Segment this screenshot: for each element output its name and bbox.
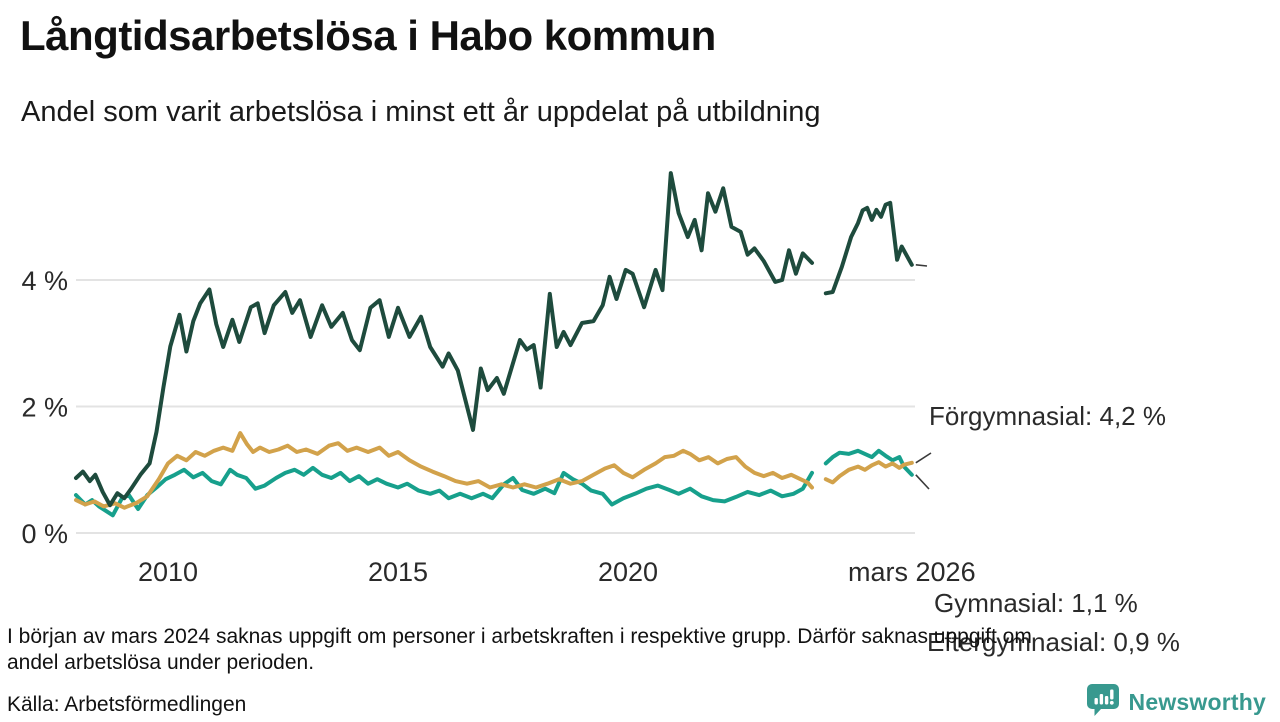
page-subtitle: Andel som varit arbetslösa i minst ett å… (21, 96, 821, 128)
source-note: Källa: Arbetsförmedlingen (7, 693, 247, 716)
footnote-line-1: I början av mars 2024 saknas uppgift om … (7, 625, 1032, 648)
newsworthy-logo-icon (1086, 683, 1121, 722)
newsworthy-logo-text: Newsworthy (1128, 688, 1266, 715)
svg-text:4 %: 4 % (21, 266, 68, 296)
line-chart: 0 % 2 % 4 % 2010 2015 2020 mars 2026 (21, 171, 976, 587)
series-end-label-eftergymnasial: Eftergymnasial: 0,9 % (927, 627, 1180, 657)
footnote-line-2: andel arbetslösa under perioden. (7, 651, 315, 674)
svg-text:0 %: 0 % (21, 519, 68, 549)
footnote: I början av mars 2024 saknas uppgift om … (7, 624, 1257, 676)
svg-text:mars 2026: mars 2026 (848, 557, 976, 587)
svg-text:2020: 2020 (598, 557, 658, 587)
chart-area: 0 % 2 % 4 % 2010 2015 2020 mars 2026 Förgymnas… (0, 150, 1280, 657)
series-end-label-forgymnasial: Förgymnasial: 4,2 % (929, 401, 1166, 431)
svg-text:2010: 2010 (138, 557, 198, 587)
svg-text:2 %: 2 % (21, 393, 68, 423)
series-end-label-gymnasial: Gymnasial: 1,1 % (934, 588, 1138, 618)
svg-text:2015: 2015 (368, 557, 428, 587)
newsworthy-brand: Newsworthy (1086, 683, 1266, 722)
page-title: Långtidsarbetslösa i Habo kommun (20, 12, 716, 59)
